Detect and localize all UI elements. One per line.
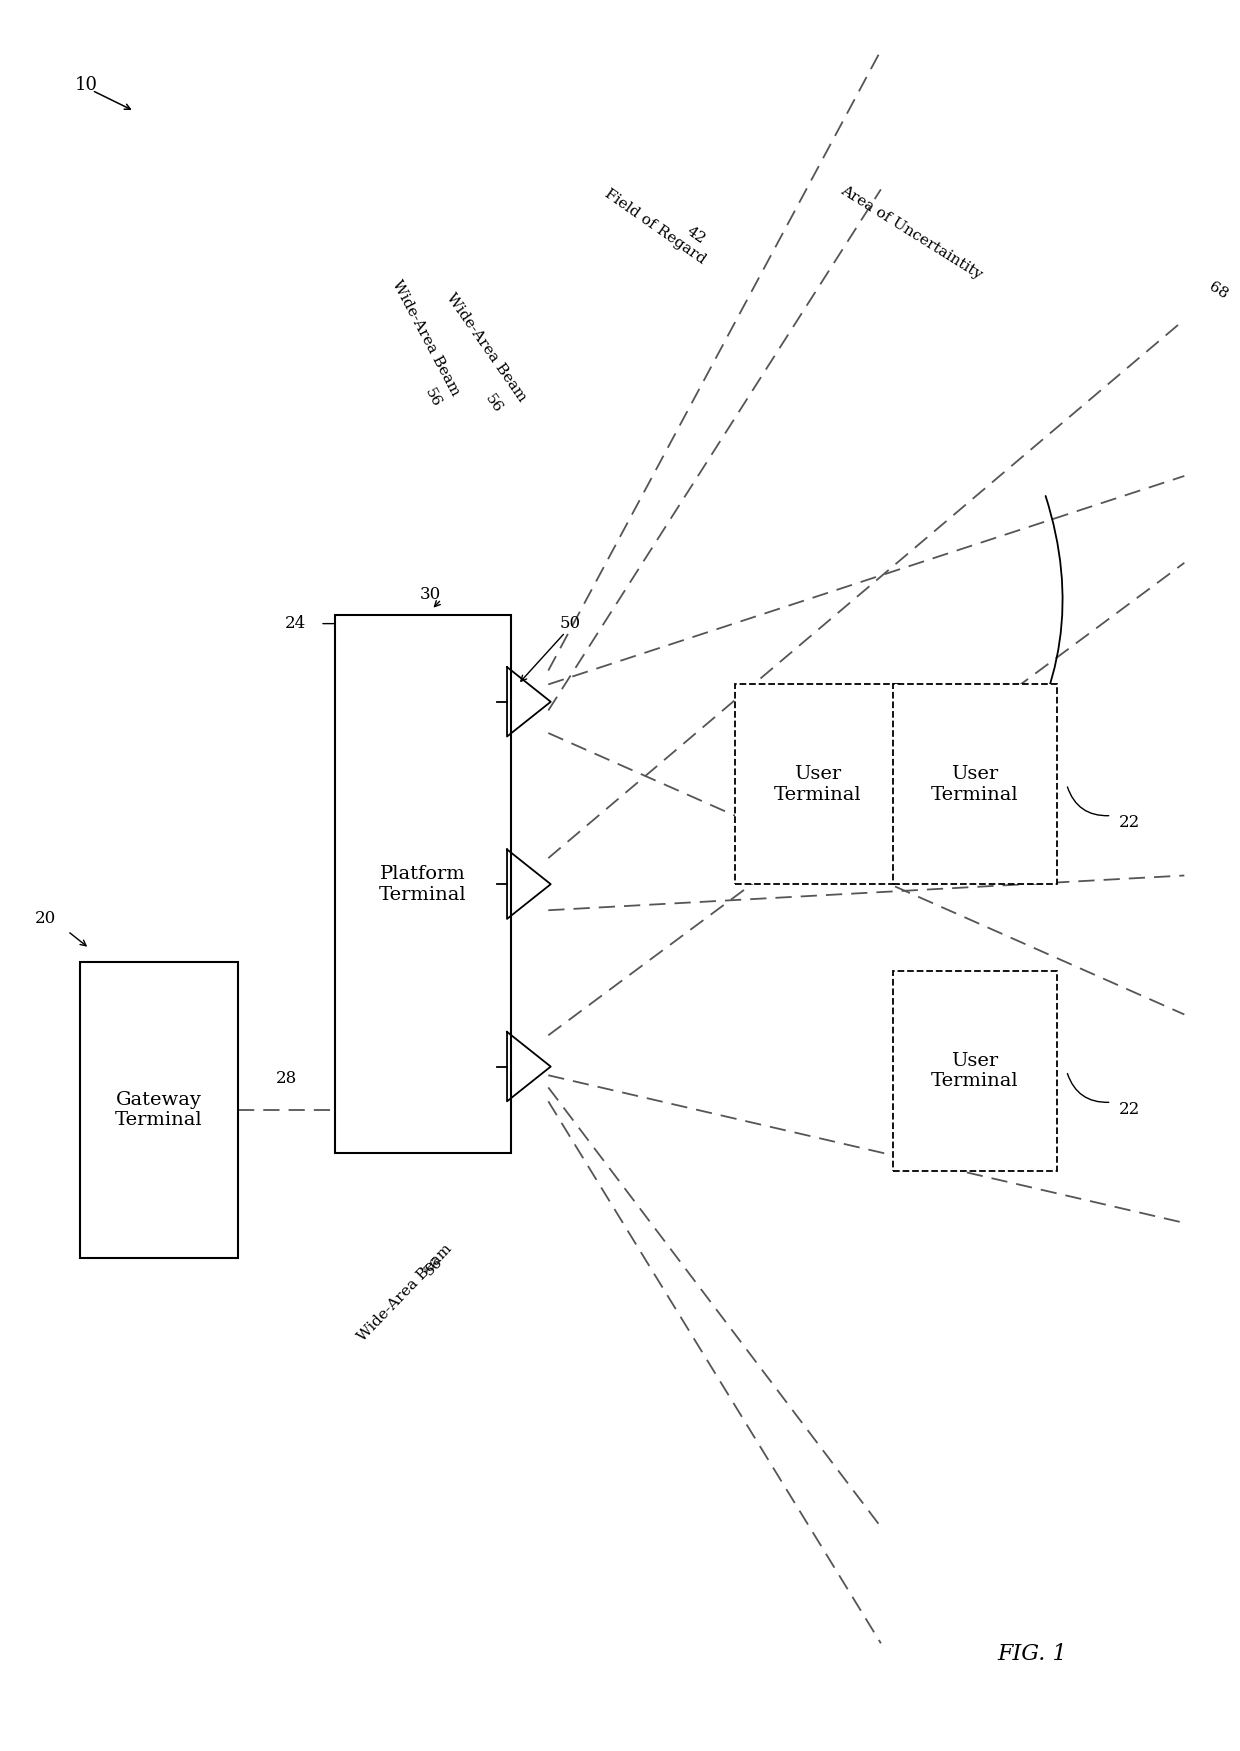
FancyBboxPatch shape xyxy=(893,972,1056,1171)
Text: Wide-Area Beam: Wide-Area Beam xyxy=(355,1241,455,1345)
Text: 24: 24 xyxy=(285,615,306,632)
Text: 52: 52 xyxy=(490,742,511,758)
Text: User
Terminal: User Terminal xyxy=(931,1052,1019,1091)
Text: FIG. 1: FIG. 1 xyxy=(998,1642,1068,1665)
Text: Area of Uncertaintity: Area of Uncertaintity xyxy=(838,182,985,282)
Text: 42: 42 xyxy=(684,224,708,247)
FancyBboxPatch shape xyxy=(335,615,511,1154)
Text: 52: 52 xyxy=(490,925,511,942)
Text: 22: 22 xyxy=(1118,1101,1141,1117)
FancyBboxPatch shape xyxy=(735,685,899,884)
Text: 28: 28 xyxy=(275,1070,296,1087)
Text: 10: 10 xyxy=(74,75,98,95)
FancyBboxPatch shape xyxy=(893,685,1056,884)
Text: 52: 52 xyxy=(490,1107,511,1124)
Text: 50: 50 xyxy=(559,615,580,632)
Text: 56: 56 xyxy=(422,1255,445,1278)
Text: 56: 56 xyxy=(482,390,506,415)
Text: 22: 22 xyxy=(1118,814,1141,832)
Text: Field of Regard: Field of Regard xyxy=(601,187,708,266)
Text: Platform
Terminal: Platform Terminal xyxy=(379,865,466,904)
Text: 56: 56 xyxy=(422,387,444,410)
Text: 22: 22 xyxy=(961,814,982,832)
Text: Wide-Area Beam: Wide-Area Beam xyxy=(444,291,529,404)
FancyBboxPatch shape xyxy=(79,963,238,1257)
Text: Wide-Area Beam: Wide-Area Beam xyxy=(389,278,463,399)
Text: 68: 68 xyxy=(1207,280,1230,303)
Text: User
Terminal: User Terminal xyxy=(774,765,861,804)
Text: Gateway
Terminal: Gateway Terminal xyxy=(115,1091,202,1129)
Text: 20: 20 xyxy=(35,911,56,928)
Text: 30: 30 xyxy=(419,585,441,602)
Text: User
Terminal: User Terminal xyxy=(931,765,1019,804)
